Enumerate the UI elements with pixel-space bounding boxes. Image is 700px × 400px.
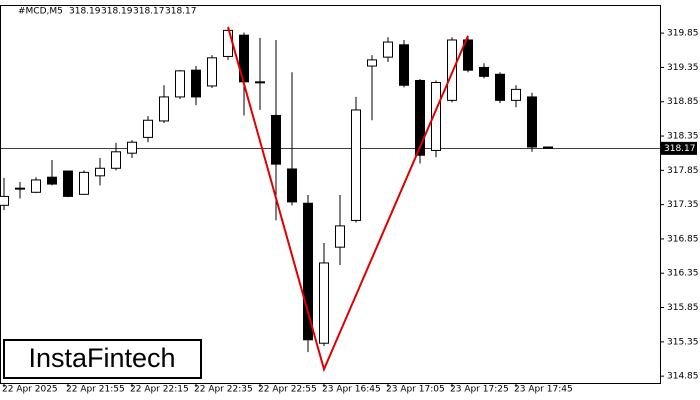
candle-body bbox=[287, 168, 297, 203]
candle-body bbox=[303, 202, 313, 341]
pattern-line bbox=[227, 26, 469, 373]
ohlc-high: 318.19 bbox=[101, 7, 133, 17]
candle-body bbox=[511, 88, 521, 101]
candle-body bbox=[15, 187, 25, 190]
y-tick-label: 319.35 bbox=[667, 63, 699, 73]
candle-body bbox=[367, 59, 377, 67]
y-tick-label: 316.85 bbox=[667, 234, 699, 244]
candle-body bbox=[159, 96, 169, 122]
y-tick-label: 319.85 bbox=[667, 29, 699, 39]
candle-body bbox=[143, 119, 153, 138]
x-tick-label: 23 Apr 17:05 bbox=[386, 385, 445, 395]
candle-body bbox=[479, 66, 489, 77]
candle-body bbox=[255, 81, 265, 84]
candle-body bbox=[127, 141, 137, 154]
x-tick-label: 22 Apr 21:55 bbox=[66, 385, 125, 395]
candle-body bbox=[415, 79, 425, 156]
ohlc-low: 318.17 bbox=[133, 7, 165, 17]
candle-body bbox=[335, 225, 345, 248]
candle-body bbox=[47, 176, 57, 185]
candle-body bbox=[0, 195, 9, 206]
candle-body bbox=[111, 151, 121, 169]
price-label-box bbox=[661, 141, 697, 155]
y-tick-label: 314.85 bbox=[667, 372, 699, 382]
x-tick-label: 23 Apr 17:45 bbox=[514, 385, 573, 395]
symbol: #MCD,M5 bbox=[18, 7, 63, 17]
candle-body bbox=[191, 69, 201, 98]
candle-body bbox=[383, 41, 393, 58]
y-tick-label: 318.85 bbox=[667, 97, 699, 107]
candle-body bbox=[543, 146, 553, 149]
candle-body bbox=[63, 170, 73, 197]
y-tick-label: 316.35 bbox=[667, 269, 699, 279]
candle-body bbox=[447, 39, 457, 101]
y-tick-label: 317.85 bbox=[667, 166, 699, 176]
candle-body bbox=[527, 96, 537, 148]
y-tick-label: 315.85 bbox=[667, 303, 699, 313]
y-tick-label: 318.35 bbox=[667, 132, 699, 142]
candle-body bbox=[31, 179, 41, 193]
ohlc-close: 318.17 bbox=[165, 7, 197, 17]
price-label: 318.17 bbox=[664, 144, 696, 154]
candle-body bbox=[351, 109, 361, 221]
candle-body bbox=[79, 171, 89, 195]
candle-body bbox=[223, 29, 233, 57]
y-tick-label: 315.35 bbox=[667, 337, 699, 347]
x-tick-label: 22 Apr 22:15 bbox=[130, 385, 189, 395]
candle-body bbox=[271, 114, 281, 165]
x-tick-label: 22 Apr 2025 bbox=[2, 385, 58, 395]
logo: InstaFintech bbox=[28, 343, 175, 373]
candle-body bbox=[175, 70, 185, 98]
candle-body bbox=[495, 73, 505, 101]
plot-frame bbox=[0, 5, 661, 384]
ohlc-open: 318.19 bbox=[69, 7, 101, 17]
candle-body bbox=[399, 44, 409, 86]
y-tick-label: 317.35 bbox=[667, 200, 699, 210]
x-tick-label: 22 Apr 22:55 bbox=[258, 385, 317, 395]
x-tick-label: 23 Apr 17:25 bbox=[450, 385, 509, 395]
candle-body bbox=[463, 39, 473, 71]
candle-body bbox=[431, 82, 441, 151]
logo-box bbox=[3, 339, 202, 379]
candle-body bbox=[207, 57, 217, 87]
candle-body bbox=[319, 262, 329, 344]
x-tick-label: 23 Apr 16:45 bbox=[322, 385, 381, 395]
x-tick-label: 22 Apr 22:35 bbox=[194, 385, 253, 395]
candle-body bbox=[95, 167, 105, 177]
